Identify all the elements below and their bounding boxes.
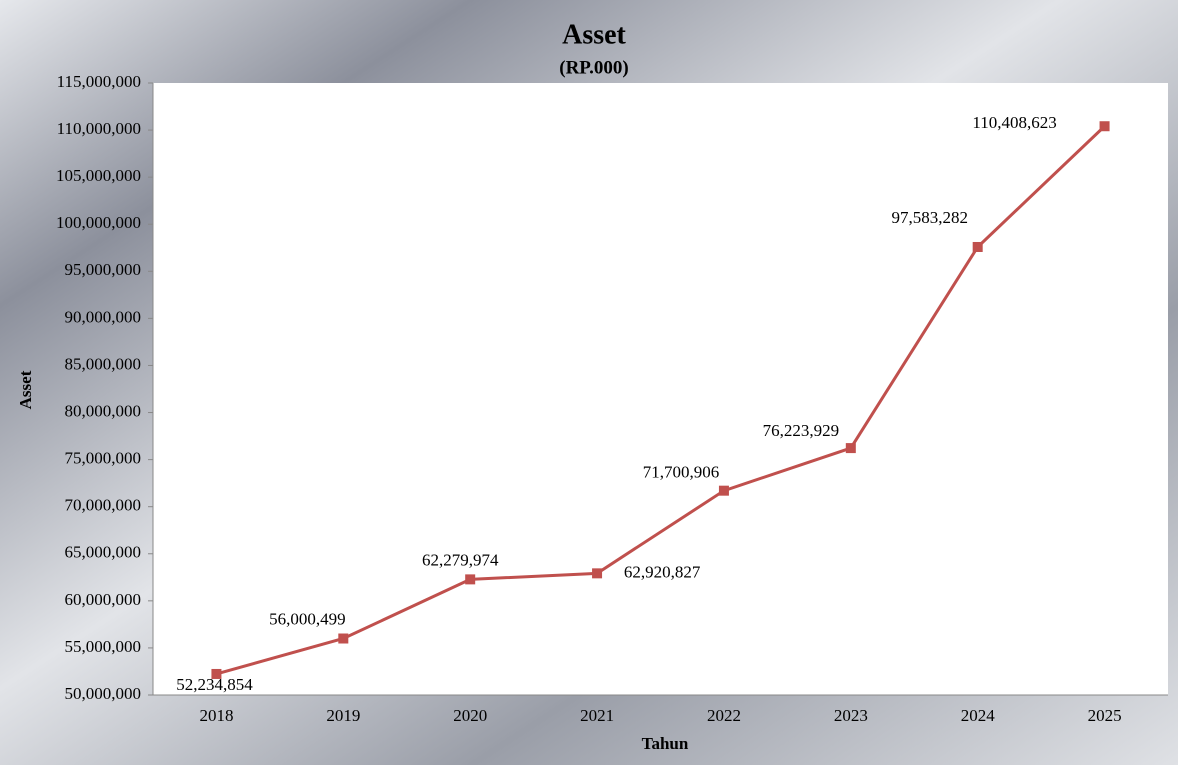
y-tick-label: 60,000,000 [65, 590, 142, 609]
y-tick-label: 65,000,000 [65, 543, 142, 562]
x-tick-label: 2019 [326, 706, 360, 725]
y-axis-label: Asset [16, 370, 35, 409]
data-label: 97,583,282 [891, 208, 968, 227]
y-tick-label: 75,000,000 [65, 449, 142, 468]
y-tick-label: 80,000,000 [65, 401, 142, 420]
y-tick-label: 55,000,000 [65, 637, 142, 656]
marker [972, 241, 983, 252]
y-tick-label: 105,000,000 [56, 166, 141, 185]
data-label: 56,000,499 [269, 609, 346, 628]
x-tick-label: 2023 [834, 706, 868, 725]
x-tick-label: 2024 [961, 706, 996, 725]
marker [718, 485, 729, 496]
marker [465, 574, 476, 585]
marker [1099, 121, 1110, 132]
x-tick-label: 2018 [199, 706, 233, 725]
y-tick-label: 95,000,000 [65, 260, 142, 279]
x-tick-label: 2022 [707, 706, 741, 725]
y-tick-label: 110,000,000 [57, 119, 141, 138]
plot-area [153, 83, 1168, 695]
marker [845, 443, 856, 454]
data-label: 62,279,974 [422, 550, 499, 569]
y-tick-label: 100,000,000 [56, 213, 141, 232]
marker [338, 633, 349, 644]
data-label: 71,700,906 [643, 463, 720, 482]
line [216, 125, 1106, 676]
y-tick-label: 85,000,000 [65, 354, 142, 373]
x-tick-label: 2025 [1088, 706, 1122, 725]
chart-title: Asset [562, 19, 626, 50]
data-label: 62,920,827 [624, 562, 701, 581]
data-label: 76,223,929 [763, 421, 840, 440]
y-tick-label: 115,000,000 [57, 72, 141, 91]
chart-subtitle: (RP.000) [559, 57, 629, 78]
marker [592, 568, 603, 579]
x-tick-label: 2021 [580, 706, 614, 725]
y-tick-label: 70,000,000 [65, 496, 142, 515]
data-label: 110,408,623 [972, 113, 1056, 132]
x-axis-label: Tahun [642, 734, 689, 753]
x-tick-label: 2020 [453, 706, 487, 725]
data-label: 52,234,854 [176, 675, 253, 694]
y-tick-label: 90,000,000 [65, 307, 142, 326]
marker [211, 668, 222, 679]
y-tick-label: 50,000,000 [65, 684, 142, 703]
